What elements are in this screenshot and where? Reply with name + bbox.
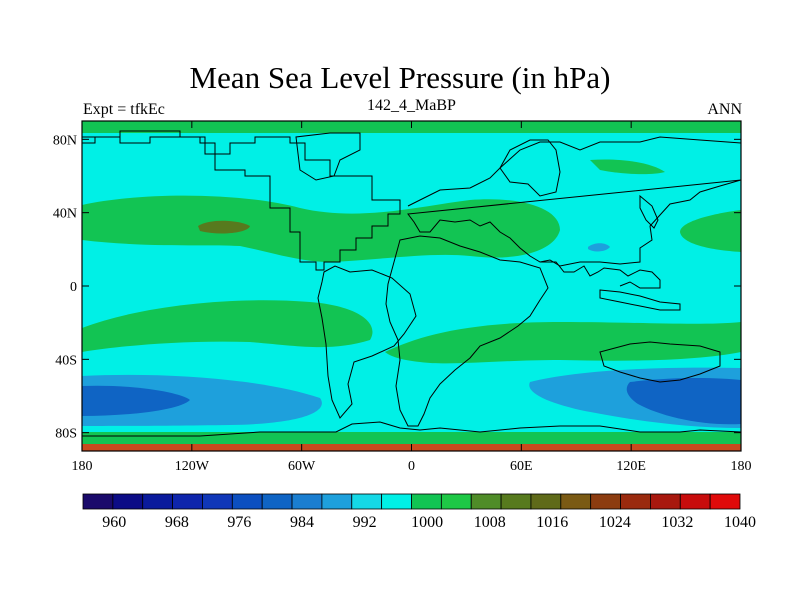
colorbar-swatch <box>291 493 323 510</box>
x-tick-label: 60W <box>288 459 316 474</box>
x-tick-label: 180 <box>72 459 93 474</box>
colorbar-swatch <box>590 493 621 510</box>
colorbar-swatch <box>650 493 681 510</box>
colorbar-swatch <box>709 493 741 510</box>
colorbar-swatch <box>500 493 532 510</box>
colorbar-swatch <box>261 493 293 510</box>
colorbar-swatch <box>530 493 562 510</box>
colorbar-label: 960 <box>102 514 126 531</box>
coastline-north-america <box>82 130 401 271</box>
x-axis: 180 120W 60W 0 60E 120E 180 <box>72 121 752 474</box>
field-north-pacific-high-core <box>198 220 250 234</box>
x-tick-label: 180 <box>731 459 752 474</box>
field-nh-band-atlantic-pacific <box>82 195 560 262</box>
colorbar-swatch <box>321 493 353 510</box>
coastline-arabia-india <box>540 261 661 289</box>
colorbar-swatch <box>411 493 442 510</box>
y-tick-label: 40N <box>53 207 77 222</box>
chart-title: Mean Sea Level Pressure (in hPa) <box>189 60 611 95</box>
coastline-greenland <box>295 132 361 181</box>
colorbar-swatch <box>679 493 711 510</box>
experiment-label: Expt = tfkEc <box>83 101 165 118</box>
colorbar-swatch <box>381 493 412 510</box>
colorbar-label: 1008 <box>474 514 506 531</box>
coastline-south-america <box>317 265 417 419</box>
colorbar-swatch <box>142 493 173 510</box>
x-tick-label: 120W <box>175 459 210 474</box>
colorbar: 960 968 976 984 992 1000 1008 1016 1024 1032 1040 <box>82 493 756 531</box>
colorbar-label: 976 <box>227 514 251 531</box>
coastline-africa <box>385 235 549 427</box>
y-tick-label: 40S <box>55 353 77 368</box>
field-nh-band-east-pacific <box>680 210 741 252</box>
y-axis: 80N 40N 0 40S 80S <box>53 133 741 442</box>
season-label: ANN <box>707 101 742 118</box>
colorbar-swatch <box>560 493 592 510</box>
y-tick-label: 80S <box>55 427 77 442</box>
colorbar-swatch <box>202 493 233 510</box>
field-indian-ocean-low <box>588 243 610 252</box>
colorbar-label: 992 <box>353 514 377 531</box>
colorbar-label: 1040 <box>724 514 756 531</box>
x-tick-label: 0 <box>408 459 415 474</box>
map-panel <box>82 121 741 451</box>
colorbar-swatch <box>470 493 502 510</box>
colorbar-swatch <box>440 493 472 510</box>
x-tick-label: 120E <box>616 459 646 474</box>
colorbar-swatch <box>82 493 114 510</box>
colorbar-label: 968 <box>165 514 189 531</box>
colorbar-swatch <box>351 493 383 510</box>
y-tick-label: 0 <box>70 280 77 295</box>
field-southern-ocean-core-west <box>82 385 190 416</box>
coastline-eurasia <box>407 136 741 267</box>
colorbar-swatch <box>620 493 651 510</box>
field-east-asia-green <box>590 159 665 175</box>
colorbar-label: 1000 <box>411 514 443 531</box>
field-southern-ocean-outer <box>82 374 322 426</box>
coastline-arctic-islands <box>499 139 561 197</box>
colorbar-label: 984 <box>290 514 314 531</box>
x-tick-label: 60E <box>510 459 533 474</box>
coastline-japan <box>639 194 659 229</box>
colorbar-swatch <box>231 493 263 510</box>
coastline-antarctica <box>82 421 741 437</box>
coastline-indonesia <box>599 289 681 311</box>
colorbar-label: 1016 <box>536 514 568 531</box>
coastlines <box>82 130 741 437</box>
colorbar-swatch <box>172 493 203 510</box>
field-south-polar-green <box>82 432 741 444</box>
colorbar-label: 1032 <box>661 514 693 531</box>
y-tick-label: 80N <box>53 133 77 148</box>
field-sh-band-pacific <box>82 300 373 352</box>
coastline-australia <box>599 341 721 383</box>
period-label: 142_4_MaBP <box>367 97 456 114</box>
field-southern-ocean-core-east <box>626 378 741 425</box>
colorbar-swatch <box>112 493 144 510</box>
colorbar-label: 1024 <box>599 514 631 531</box>
